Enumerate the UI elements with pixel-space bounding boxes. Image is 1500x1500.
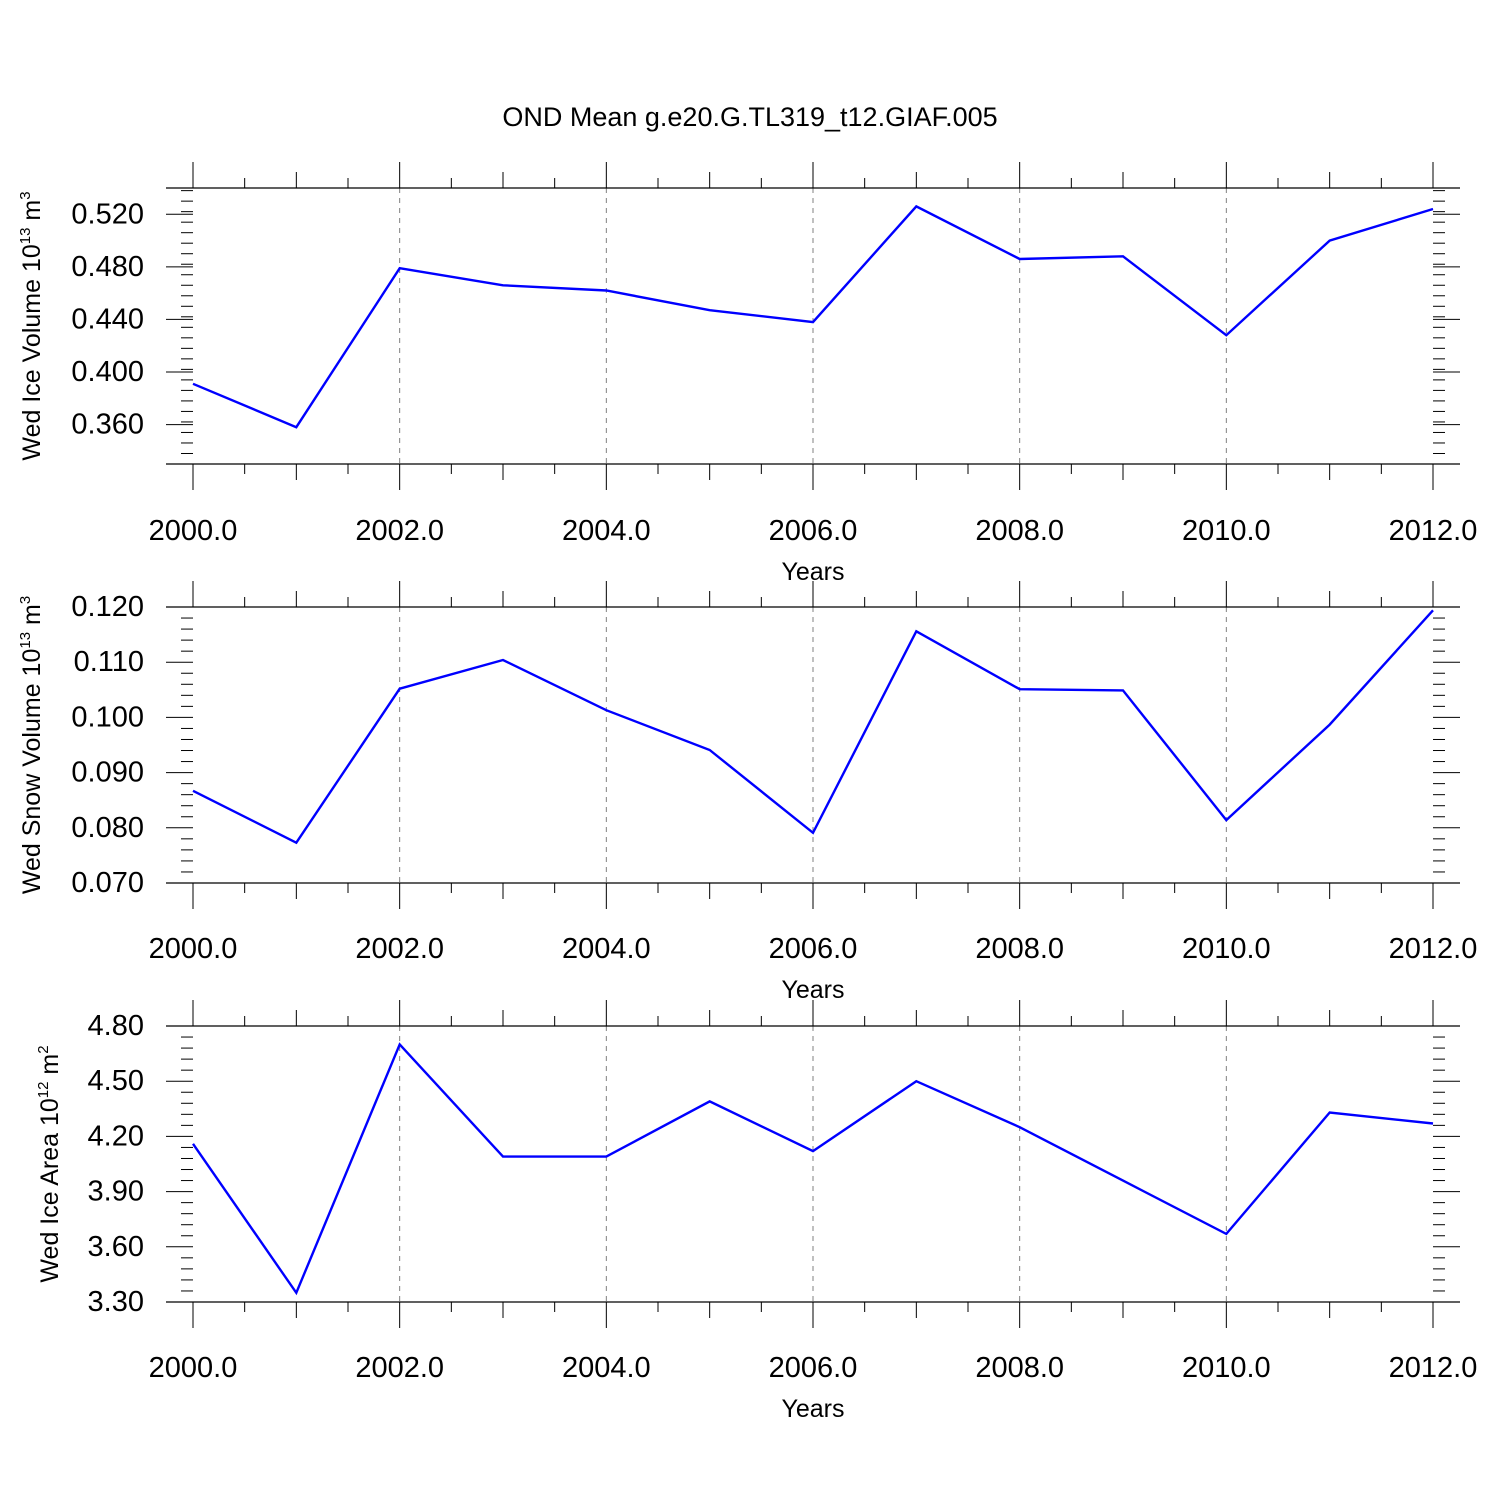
- x-axis-title: Years: [781, 1395, 844, 1423]
- y-tick-label: 4.20: [88, 1120, 144, 1152]
- x-tick-label: 2010.0: [1182, 515, 1271, 547]
- y-tick-label: 0.120: [71, 591, 144, 623]
- y-tick-label: 0.110: [74, 646, 144, 678]
- y-axis-title: Wed Ice Area 1012 m2: [35, 1045, 64, 1282]
- y-tick-label: 3.90: [88, 1176, 144, 1208]
- chart-title: OND Mean g.e20.G.TL319_t12.GIAF.005: [502, 102, 997, 132]
- y-axis-title: Wed Snow Volume 1013 m3: [17, 596, 46, 894]
- y-tick-label: 0.400: [71, 356, 144, 388]
- y-axis-title: Wed Ice Volume 1013 m3: [17, 191, 46, 460]
- x-tick-label: 2000.0: [149, 1352, 238, 1384]
- y-axis-title-superscript: 13: [17, 228, 34, 245]
- y-axis-title-text: Wed Ice Volume 10: [18, 244, 46, 460]
- x-tick-label: 2002.0: [355, 515, 444, 547]
- x-tick-label: 2004.0: [562, 515, 651, 547]
- panel-3: 2000.0 2002.0 2004.0 2006.0 2008.0 2010.0 2012…: [35, 1000, 1477, 1423]
- x-tick-label: 2000.0: [149, 515, 238, 547]
- panel-2: 2000.0 2002.0 2004.0 2006.0 2008.0 2010.0 2012…: [17, 581, 1477, 1004]
- x-tick-label: 2006.0: [769, 1352, 858, 1384]
- x-tick-label: 2002.0: [355, 1352, 444, 1384]
- y-tick-label: 3.60: [88, 1231, 144, 1263]
- y-tick-label: 0.090: [71, 757, 144, 789]
- y-axis-title-superscript: 12: [35, 1082, 52, 1099]
- y-tick-label: 0.070: [71, 867, 144, 899]
- y-tick-label: 0.520: [71, 198, 144, 230]
- y-axis-title-text: Wed Ice Area 10: [36, 1098, 64, 1282]
- x-tick-label: 2000.0: [149, 933, 238, 965]
- x-tick-label: 2006.0: [769, 933, 858, 965]
- y-axis-title-superscript: 13: [17, 632, 34, 649]
- y-axis-title-superscript: 2: [35, 1045, 52, 1053]
- x-tick-label: 2010.0: [1182, 1352, 1271, 1384]
- y-tick-label: 4.80: [88, 1010, 144, 1042]
- x-tick-label: 2008.0: [975, 933, 1064, 965]
- series-line: [192, 204, 1434, 429]
- y-tick-label: 4.50: [88, 1065, 144, 1097]
- y-tick-label: 0.360: [71, 409, 144, 441]
- x-tick-label: 2004.0: [562, 933, 651, 965]
- x-tick-label: 2004.0: [562, 1352, 651, 1384]
- x-tick-label: 2012.0: [1389, 515, 1478, 547]
- panels: 2000.0 2002.0 2004.0 2006.0 2008.0 2010.0 2012…: [17, 162, 1477, 1423]
- y-axis-title-superscript: 3: [17, 191, 34, 199]
- series-line: [192, 1042, 1434, 1296]
- y-axis-title-superscript: 3: [17, 596, 34, 604]
- x-axis-title: Years: [781, 976, 844, 1004]
- y-axis-title-text: Wed Snow Volume 10: [18, 649, 46, 895]
- y-axis-title-text: m: [18, 200, 46, 228]
- y-tick-label: 0.480: [71, 251, 144, 283]
- x-tick-label: 2010.0: [1182, 933, 1271, 965]
- x-tick-label: 2012.0: [1389, 933, 1478, 965]
- x-tick-label: 2012.0: [1389, 1352, 1478, 1384]
- y-axis-title-text: m: [18, 604, 46, 632]
- panel-1: 2000.0 2002.0 2004.0 2006.0 2008.0 2010.0 2012…: [17, 162, 1477, 586]
- x-tick-label: 2002.0: [355, 933, 444, 965]
- y-tick-label: 0.080: [71, 812, 144, 844]
- y-axis-title-text: m: [36, 1054, 64, 1082]
- series-line: [192, 609, 1434, 845]
- x-tick-label: 2006.0: [769, 515, 858, 547]
- y-tick-label: 3.30: [88, 1286, 144, 1318]
- y-tick-label: 0.100: [71, 701, 144, 733]
- x-tick-label: 2008.0: [975, 1352, 1064, 1384]
- y-tick-label: 0.440: [71, 303, 144, 335]
- x-tick-label: 2008.0: [975, 515, 1064, 547]
